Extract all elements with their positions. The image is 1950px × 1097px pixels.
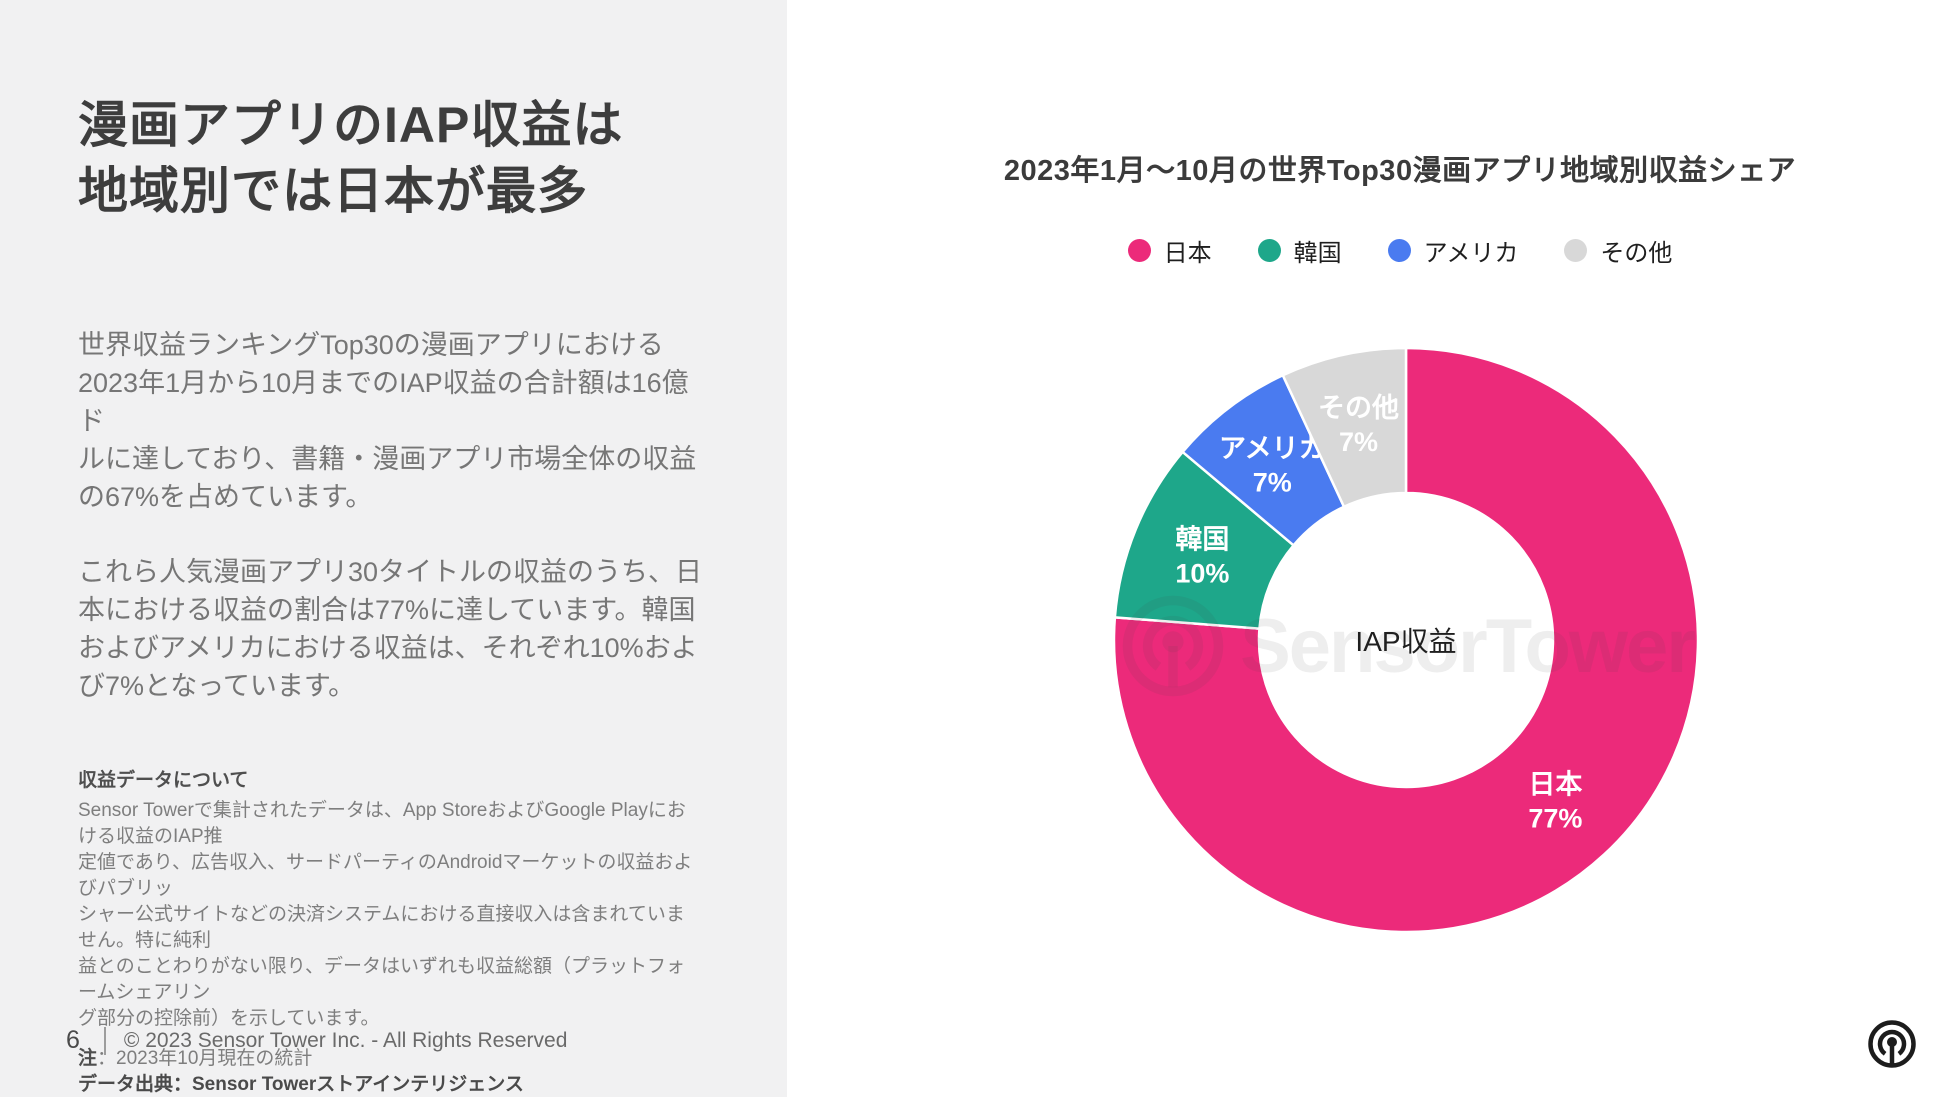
note-line: 注：2023年10月現在の統計: [78, 1046, 703, 1072]
legend-item: その他: [1564, 233, 1672, 268]
paragraph-2: これら人気漫画アプリ30タイトルの収益のうち、日 本における収益の割合は77%に…: [78, 557, 703, 701]
legend-swatch: [1564, 238, 1588, 262]
footer-divider: [103, 1026, 106, 1055]
notes-heading: 収益データについて: [78, 770, 249, 791]
page-title: 漫画アプリのIAP収益は 地域別では日本が最多: [78, 97, 624, 219]
paragraph-1: 世界収益ランキングTop30の漫画アプリにおける 2023年1月から10月までの…: [78, 330, 697, 512]
chart-title: 2023年1月〜10月の世界Top30漫画アプリ地域別収益シェア: [1003, 155, 1797, 187]
sensortower-logo-icon: [1868, 1020, 1916, 1068]
note-label: 注: [78, 1048, 98, 1069]
slice-label-その他: その他 7%: [1318, 393, 1399, 457]
donut-chart-svg: 日本 77% 韓国 10% アメリカ 7%その他 7%: [1114, 348, 1698, 932]
body-copy: 世界収益ランキングTop30の漫画アプリにおける 2023年1月から10月までの…: [78, 326, 703, 705]
legend-item: 日本: [1127, 233, 1212, 268]
legend-item: 韓国: [1257, 233, 1342, 268]
copyright-text: © 2023 Sensor Tower Inc. - All Rights Re…: [123, 1028, 568, 1052]
donut-slice-日本: [1114, 348, 1698, 932]
notes-body: Sensor Towerで集計されたデータは、App StoreおよびGoogl…: [78, 800, 693, 1029]
legend-label: 韓国: [1293, 239, 1342, 267]
slice-label-韓国: 韓国 10%: [1175, 525, 1229, 589]
slice-label-アメリカ: アメリカ 7%: [1219, 433, 1326, 497]
note-text: ：2023年10月現在の統計: [97, 1048, 313, 1069]
legend-item: アメリカ: [1387, 233, 1519, 268]
legend-label: 日本: [1163, 239, 1212, 267]
donut-center-label: IAP収益: [1355, 626, 1457, 657]
chart-legend: 日本 韓国 アメリカ その他: [850, 233, 1950, 268]
methodology-notes: 収益データについて Sensor Towerで集計されたデータは、App Sto…: [78, 768, 703, 1097]
legend-swatch: [1127, 238, 1151, 262]
footer: 6 © 2023 Sensor Tower Inc. - All Rights …: [66, 1026, 567, 1055]
donut-chart: 日本 77% 韓国 10% アメリカ 7% その他 7%: [1114, 348, 1698, 932]
donut-slice-その他: [1281, 348, 1408, 508]
legend-label: その他: [1600, 239, 1673, 267]
left-panel: 漫画アプリのIAP収益は 地域別では日本が最多 世界収益ランキングTop30の漫…: [0, 0, 787, 1097]
legend-label: アメリカ: [1423, 239, 1519, 267]
slice-label-日本: 日本 77%: [1528, 769, 1582, 833]
page-number: 6: [66, 1026, 80, 1054]
legend-swatch: [1387, 238, 1411, 262]
data-source-line: データ出典：Sensor Towerストアインテリジェンス: [78, 1074, 524, 1095]
legend-swatch: [1257, 238, 1281, 262]
